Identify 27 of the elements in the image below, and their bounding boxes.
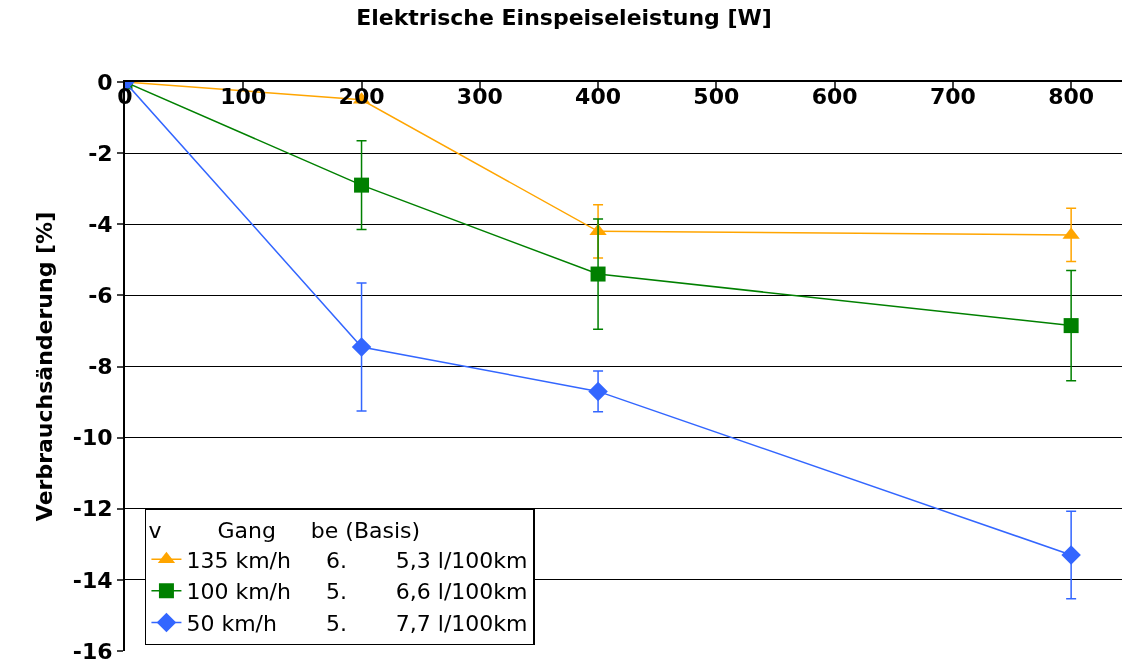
legend-label: 100 km/h 5. 6,6 l/100km [186,579,528,605]
y-axis-title: Verbrauchsänderung [%] [32,211,58,522]
y-tick-label: -6 [88,283,113,309]
point [588,381,608,402]
point [590,266,606,282]
point [1061,545,1081,565]
legend-title: v Gang be (Basis) [148,518,421,544]
point [1063,318,1079,334]
point [354,177,370,193]
x-tick-label: 100 [220,84,267,109]
legend-label: 135 km/h 6. 5,3 l/100km [186,547,528,573]
y-tick-label: -12 [72,496,113,522]
x-tick-label: 300 [456,84,503,109]
x-tick-label: 500 [693,84,740,109]
point [351,337,372,357]
y-tick-label: -14 [72,567,113,593]
y-tick-label: -16 [72,638,113,664]
x-tick-label: 800 [1048,84,1095,109]
y-tick-label: -10 [72,425,113,451]
x-tick-label: 700 [929,84,976,109]
x-tick-label: 600 [811,84,858,109]
y-tick-label: -2 [88,140,113,166]
x-tick-label: 400 [575,84,622,109]
chart-title: Elektrische Einspeiseleistung [W] [356,5,772,31]
y-tick-label: -8 [88,354,113,380]
legend-label: 50 km/h 5. 7,7 l/100km [186,610,528,636]
y-tick-label: -4 [88,211,113,237]
